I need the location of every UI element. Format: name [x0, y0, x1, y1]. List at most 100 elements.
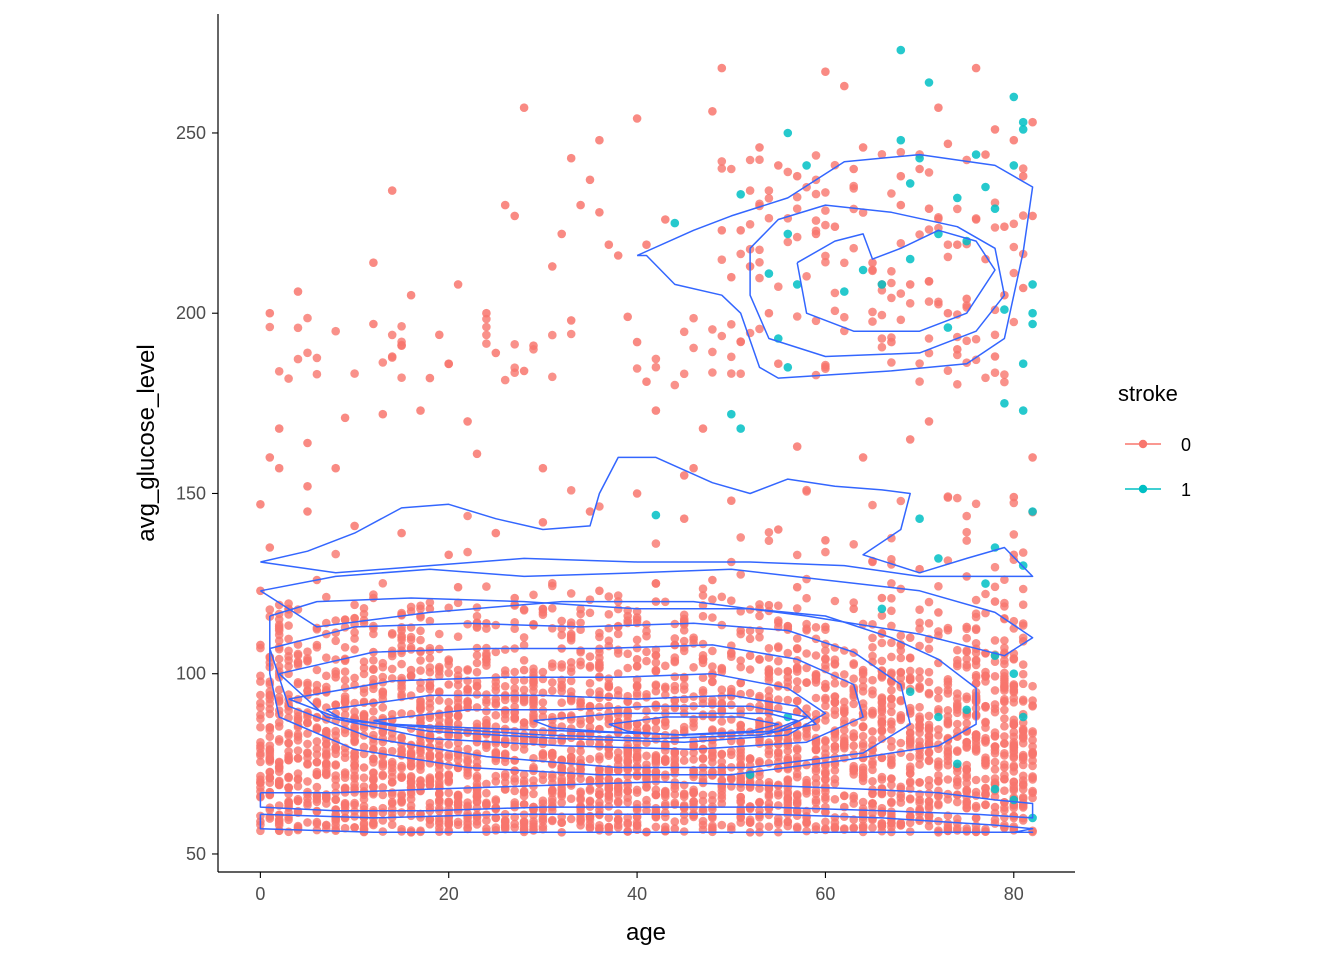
dense-point — [953, 645, 962, 655]
data-point-stroke-1 — [1028, 507, 1037, 516]
dense-point — [774, 643, 783, 653]
dense-point — [661, 717, 670, 726]
dense-point — [990, 305, 1000, 315]
data-point-stroke-0 — [256, 741, 265, 751]
data-point-stroke-0 — [369, 319, 378, 329]
dense-point — [557, 722, 566, 731]
dense-point — [774, 748, 783, 758]
data-point-stroke-0 — [990, 802, 1000, 812]
dense-point — [651, 354, 661, 364]
dense-point — [312, 744, 322, 753]
dense-point — [877, 286, 887, 295]
dense-point — [604, 592, 614, 601]
dense-point — [585, 608, 595, 618]
dense-point — [924, 597, 934, 607]
data-point-stroke-1 — [877, 280, 887, 289]
dense-point — [896, 239, 906, 248]
dense-point — [378, 783, 388, 792]
dense-point — [924, 644, 934, 654]
dense-point — [953, 708, 962, 718]
data-point-stroke-0 — [623, 755, 632, 765]
dense-point — [792, 656, 802, 665]
data-point-stroke-0 — [1028, 117, 1037, 127]
data-point-stroke-0 — [406, 290, 416, 300]
dense-point — [679, 636, 689, 646]
dense-point — [792, 707, 802, 716]
data-point-stroke-0 — [934, 608, 943, 617]
dense-point — [1018, 669, 1028, 679]
dense-point — [359, 808, 369, 817]
dense-point — [256, 771, 265, 781]
dense-point — [727, 648, 736, 657]
dense-point — [435, 667, 444, 676]
dense-point — [821, 646, 830, 655]
dense-point — [755, 771, 764, 781]
dense-point — [764, 686, 774, 695]
data-point-stroke-0 — [736, 226, 745, 235]
dense-point — [830, 733, 840, 743]
dense-point — [1028, 761, 1037, 771]
dense-point — [604, 751, 614, 760]
data-point-stroke-0 — [1028, 453, 1037, 462]
dense-point — [632, 661, 642, 671]
dense-point — [604, 679, 614, 689]
data-point-stroke-0 — [397, 745, 406, 754]
dense-point — [670, 634, 680, 643]
dense-point — [661, 684, 670, 693]
dense-point — [613, 645, 623, 655]
dense-point — [1009, 752, 1019, 761]
dense-point — [896, 289, 906, 298]
data-point-stroke-1 — [934, 712, 943, 722]
dense-point — [265, 790, 275, 799]
dense-point — [896, 147, 906, 157]
dense-point — [811, 151, 821, 160]
dense-point — [284, 729, 293, 738]
dense-point — [1009, 242, 1019, 252]
data-point-stroke-1 — [1028, 280, 1037, 289]
dense-point — [557, 687, 566, 696]
dense-point — [453, 689, 463, 698]
dense-point — [962, 719, 971, 728]
data-point-stroke-0 — [821, 622, 830, 632]
dense-point — [378, 762, 388, 771]
dense-point — [416, 656, 425, 665]
data-point-stroke-0 — [369, 258, 378, 268]
dense-point — [274, 722, 284, 731]
dense-point — [915, 760, 924, 769]
dense-point — [576, 739, 585, 749]
dense-point — [755, 258, 764, 267]
dense-point — [274, 826, 284, 835]
data-point-stroke-1 — [1009, 92, 1019, 102]
dense-point — [491, 813, 501, 823]
dense-point — [990, 562, 1000, 572]
data-point-stroke-0 — [613, 777, 623, 787]
dense-point — [943, 240, 953, 249]
data-point-stroke-0 — [840, 81, 849, 91]
dense-point — [265, 723, 275, 732]
dense-point — [774, 667, 783, 676]
dense-point — [717, 331, 727, 341]
data-point-stroke-0 — [538, 604, 548, 614]
data-point-stroke-0 — [858, 665, 868, 675]
dense-point — [293, 774, 303, 783]
dense-point — [1018, 548, 1028, 557]
dense-point — [472, 643, 482, 653]
data-point-stroke-0 — [905, 633, 915, 642]
dense-point — [632, 753, 642, 762]
dense-point — [849, 598, 858, 607]
data-point-stroke-0 — [708, 107, 717, 116]
dense-point — [331, 761, 341, 770]
dense-point — [934, 582, 943, 591]
dense-point — [1000, 377, 1009, 387]
data-point-stroke-1 — [1028, 319, 1037, 329]
dense-point — [566, 618, 576, 627]
dense-point — [397, 322, 406, 331]
dense-point — [274, 622, 284, 632]
dense-point — [792, 192, 802, 202]
dense-point — [369, 768, 378, 778]
dense-point — [858, 682, 868, 691]
dense-point — [934, 771, 943, 780]
dense-point — [887, 736, 896, 746]
dense-point — [444, 716, 454, 725]
